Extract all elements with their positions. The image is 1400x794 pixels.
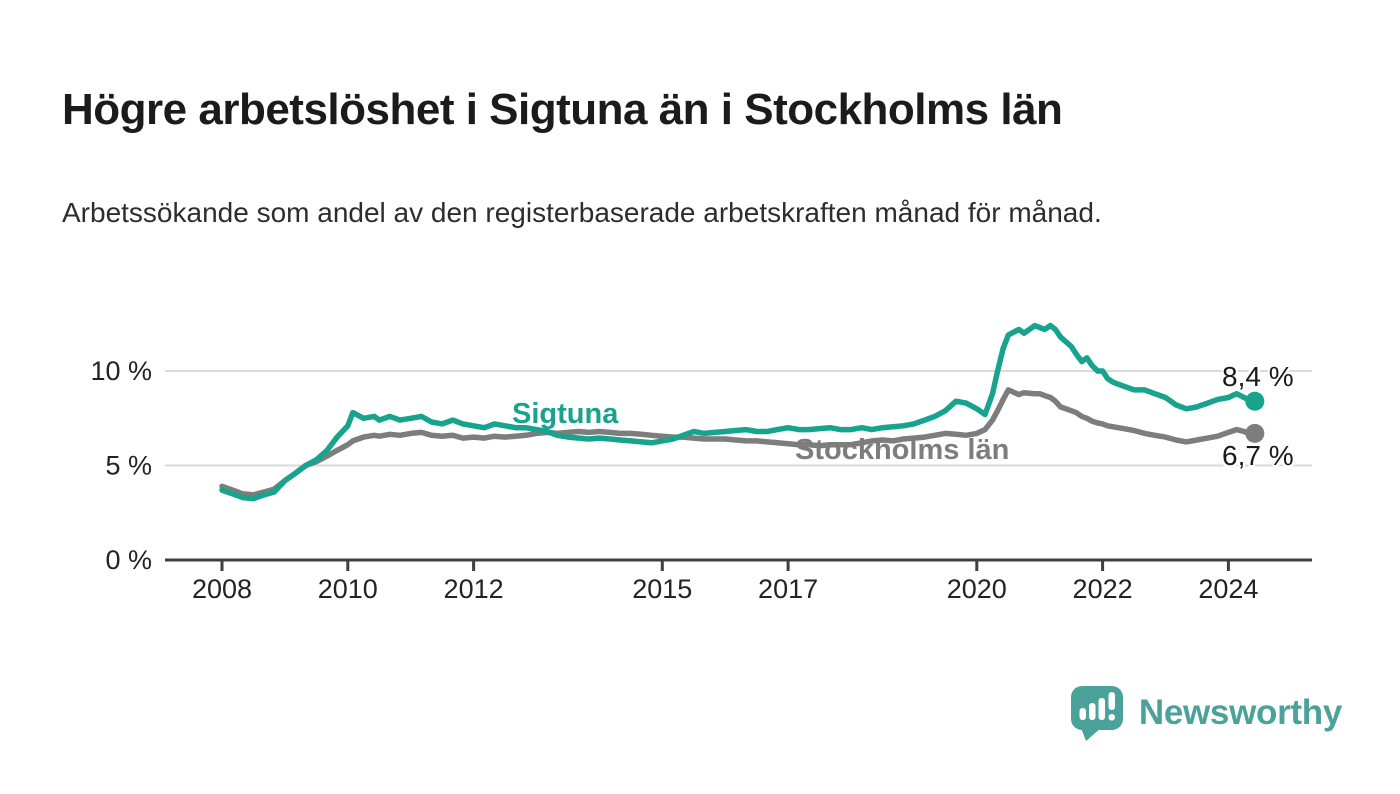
x-tick-label: 2012	[444, 574, 504, 604]
x-axis	[165, 558, 1312, 571]
exclamation-dot	[1108, 714, 1115, 721]
y-tick-label: 5 %	[105, 451, 152, 481]
x-tick-label: 2008	[192, 574, 252, 604]
end-value-label-sigtuna: 8,4 %	[1222, 361, 1294, 392]
series-line-sigtuna	[219, 322, 1258, 502]
newsworthy-wordmark: Newsworthy	[1138, 693, 1342, 732]
chart-subtitle: Arbetssökande som andel av den registerb…	[62, 197, 1102, 228]
x-axis-labels: 2008 2010 2012 2015 2017 2020 2022 2024	[192, 574, 1258, 604]
series-label-sigtuna: Sigtuna	[512, 398, 619, 430]
series-line-stockholms-lan	[219, 387, 1258, 498]
page-title: Högre arbetslöshet i Sigtuna än i Stockh…	[62, 85, 1063, 135]
series-endpoint-stockholms-lan	[1245, 423, 1265, 443]
x-tick-label: 2017	[758, 574, 818, 604]
gridlines	[165, 370, 1312, 467]
y-axis-labels: 0 % 5 % 10 %	[90, 356, 152, 575]
newsworthy-logo-icon	[1070, 686, 1123, 741]
x-tick-label: 2024	[1198, 574, 1258, 604]
exclamation-bar	[1108, 692, 1115, 710]
x-tick-label: 2022	[1073, 574, 1133, 604]
x-tick-label: 2020	[947, 574, 1007, 604]
x-tick-label: 2015	[632, 574, 692, 604]
newsworthy-logo: Newsworthy	[1069, 684, 1342, 742]
y-tick-label: 10 %	[90, 356, 152, 386]
x-tick-label: 2010	[318, 574, 378, 604]
end-value-label-stockholms-lan: 6,7 %	[1222, 440, 1294, 471]
series-label-stockholms-lan: Stockholms län	[795, 434, 1010, 466]
y-tick-label: 0 %	[105, 545, 152, 575]
bar-chart-icon	[1079, 692, 1115, 721]
series-endpoint-sigtuna	[1245, 391, 1265, 411]
